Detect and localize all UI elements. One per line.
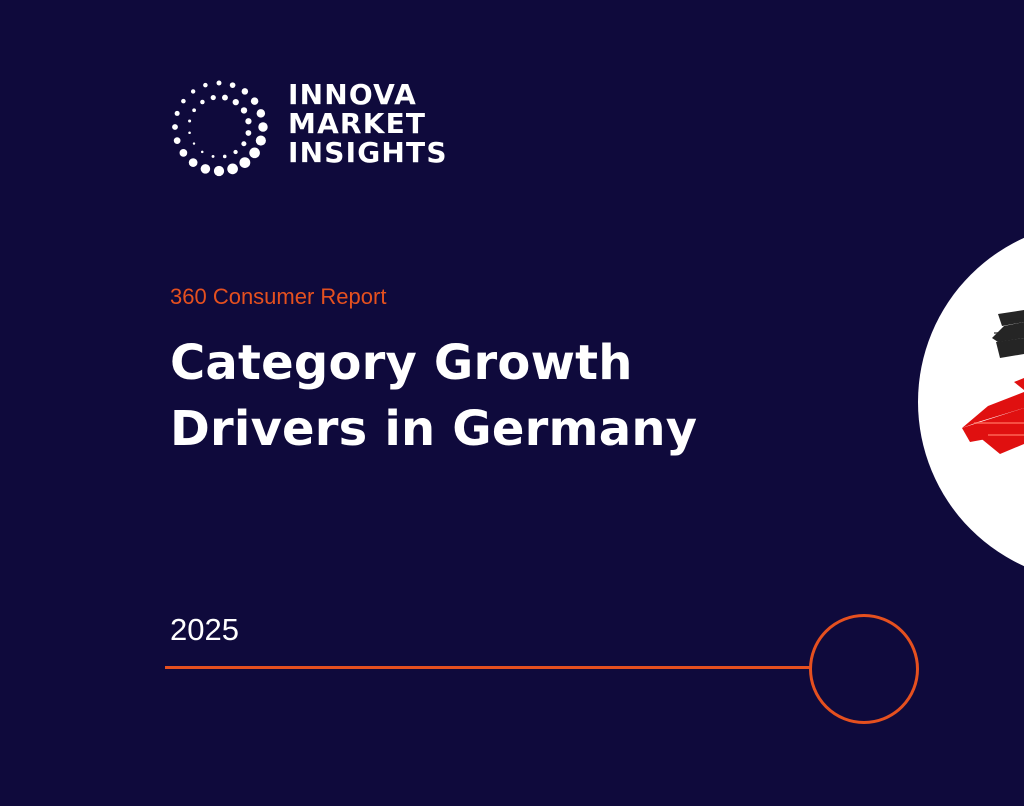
logo-dot <box>258 122 268 132</box>
logo-dot <box>233 149 238 155</box>
brand-logo: INNOVA MARKET INSIGHTS <box>168 76 468 177</box>
accent-divider-line <box>165 666 811 669</box>
report-series-label: 360 Consumer Report <box>170 284 387 309</box>
accent-ring-icon <box>809 614 919 724</box>
logo-dot <box>250 97 259 105</box>
report-title-line-1: Category Growth <box>170 335 633 391</box>
logo-dot <box>192 142 196 145</box>
flag-image-circle <box>918 222 1024 582</box>
report-title: Category Growth Drivers in Germany <box>170 330 697 462</box>
brand-name-line-2: MARKET <box>288 107 427 140</box>
logo-dot <box>227 163 238 175</box>
brand-name: INNOVA MARKET INSIGHTS <box>288 80 448 167</box>
logo-dot <box>241 88 249 95</box>
logo-dot <box>222 94 228 101</box>
logo-dot <box>241 141 247 147</box>
report-year: 2025 <box>170 612 239 647</box>
logo-dot <box>173 137 181 144</box>
logo-dot <box>256 109 266 118</box>
logo-dot <box>179 149 188 157</box>
logo-dot <box>210 94 216 101</box>
logo-dot <box>240 107 248 114</box>
logo-dot <box>188 131 191 135</box>
logo-dot <box>213 165 225 177</box>
logo-dot <box>239 157 251 168</box>
logo-dot <box>249 147 260 159</box>
logo-dot <box>255 135 266 146</box>
logo-dot <box>203 82 208 88</box>
logo-dot <box>245 130 252 136</box>
logo-dot <box>245 118 252 125</box>
logo-dot <box>188 158 198 167</box>
brand-name-line-3: INSIGHTS <box>288 136 448 169</box>
logo-dot <box>172 124 178 130</box>
report-title-line-2: Drivers in Germany <box>170 401 698 457</box>
logo-dot <box>192 108 196 113</box>
logo-dot <box>211 154 215 158</box>
logo-dot <box>200 99 205 105</box>
german-flag-brushstroke-icon <box>962 310 1024 454</box>
logo-dot <box>200 164 211 174</box>
logo-dot <box>174 110 180 116</box>
logo-dot <box>216 80 222 86</box>
logo-dot <box>188 119 192 123</box>
dotted-ring-logo-icon <box>172 80 268 177</box>
logo-dot <box>190 89 196 94</box>
logo-dot <box>200 150 204 154</box>
logo-dot <box>181 98 186 104</box>
logo-dot <box>222 154 227 159</box>
logo-dot <box>229 82 236 88</box>
brand-name-line-1: INNOVA <box>288 78 417 111</box>
logo-dot <box>232 98 239 106</box>
